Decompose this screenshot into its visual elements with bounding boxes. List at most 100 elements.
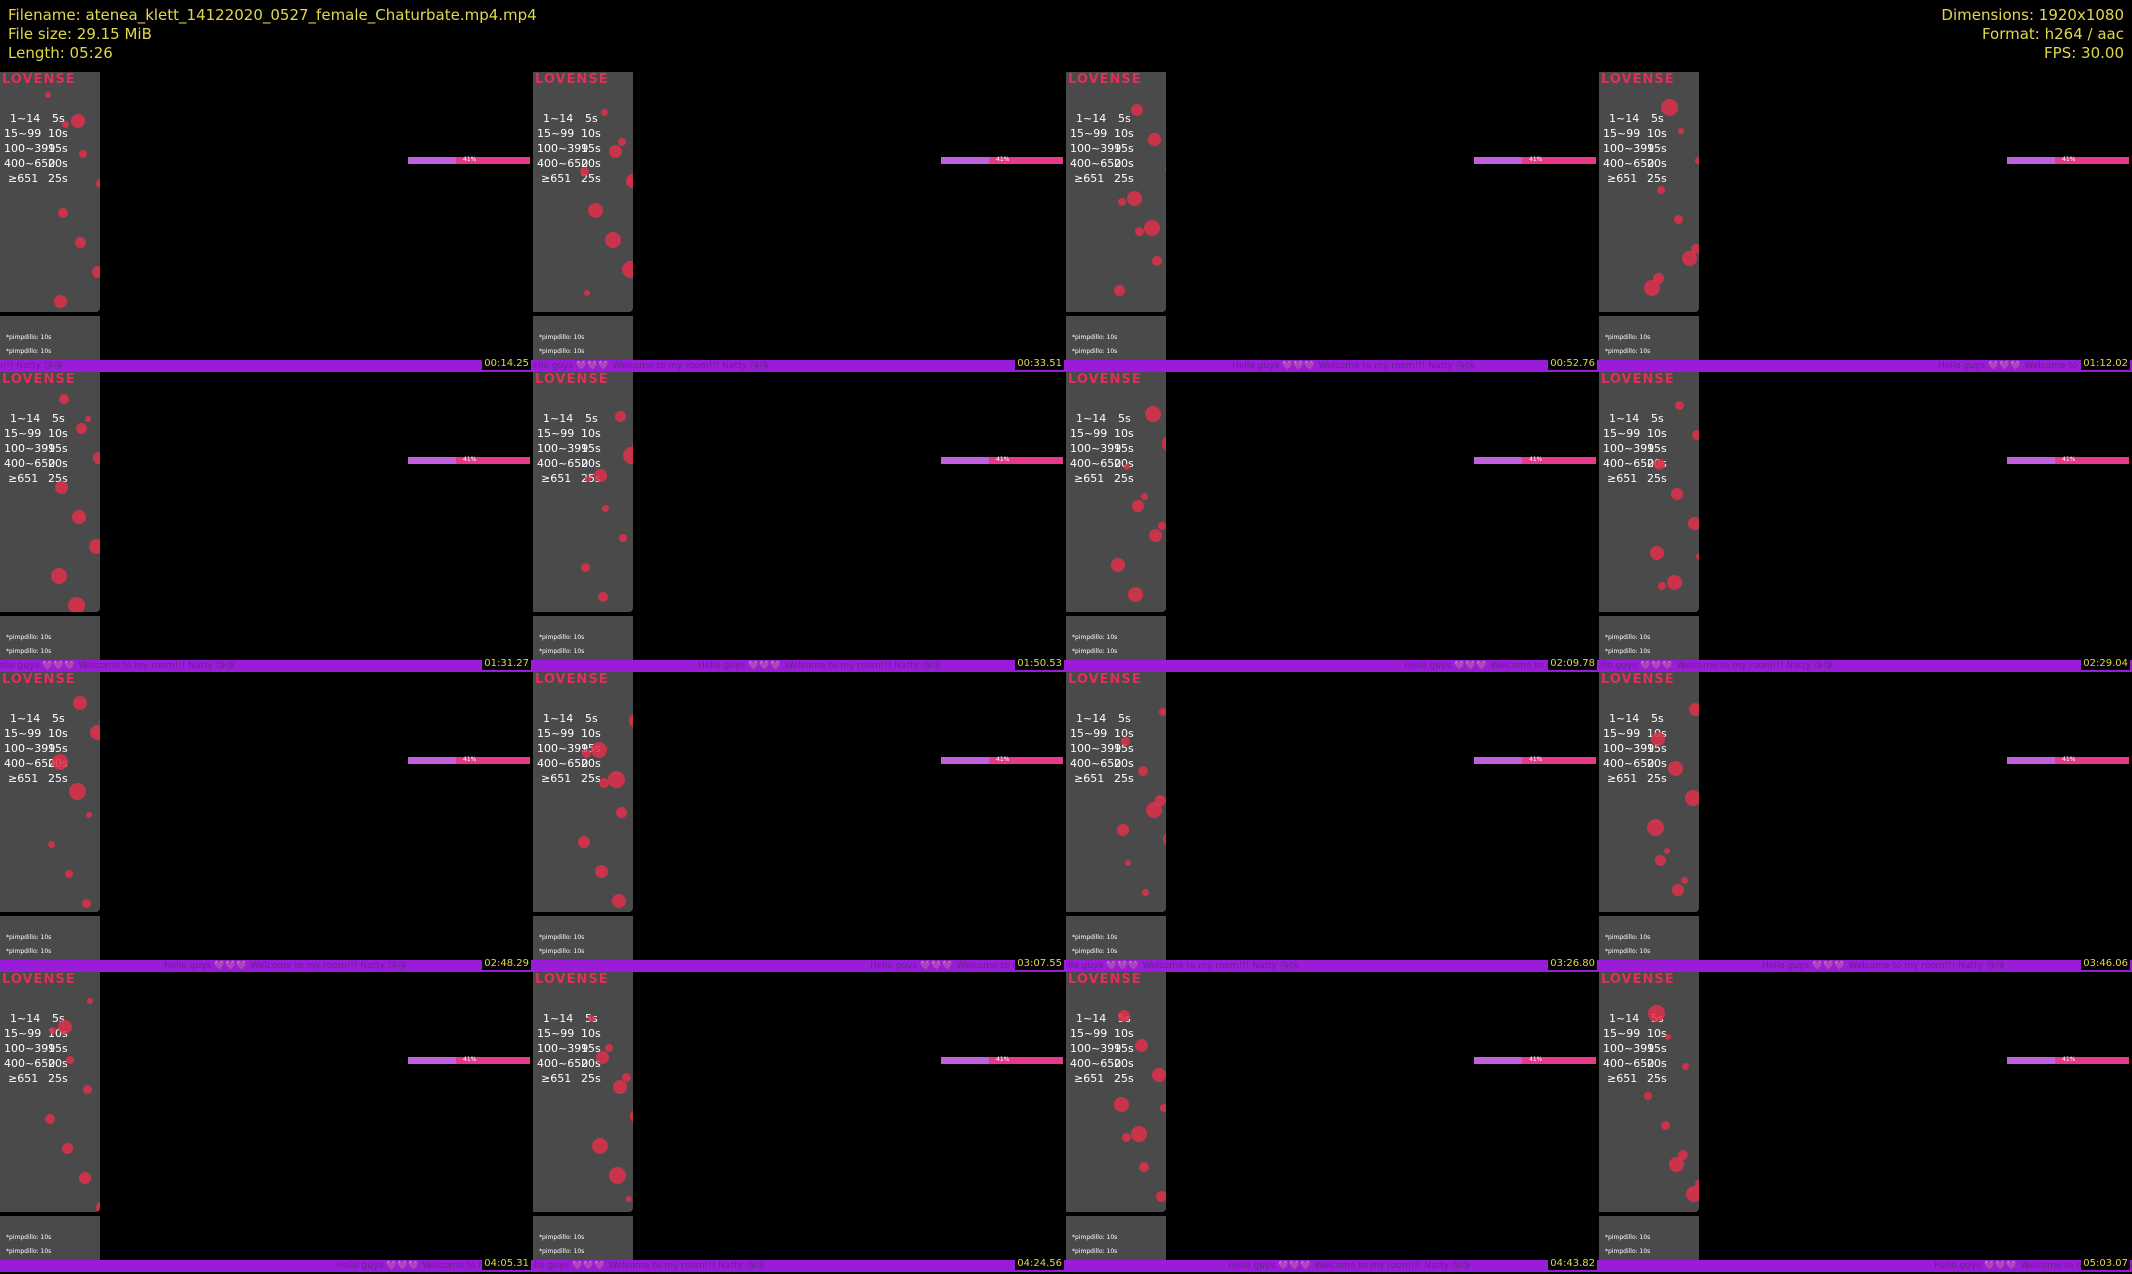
heart-decoration bbox=[1658, 582, 1666, 590]
level-range: ≥651 bbox=[1074, 772, 1105, 785]
heart-decoration bbox=[1149, 529, 1162, 542]
level-range: 1~14 bbox=[1609, 112, 1640, 125]
heart-decoration bbox=[1665, 1034, 1671, 1040]
level-range: 100~399 bbox=[1070, 442, 1122, 455]
chat-line: *pimpdillo: 10s bbox=[6, 1234, 52, 1241]
level-duration: 15s bbox=[581, 442, 601, 455]
chat-line: *pimpdillo: 10s bbox=[1605, 634, 1651, 641]
heart-decoration bbox=[1644, 280, 1660, 296]
level-range: 15~99 bbox=[1070, 1027, 1108, 1040]
level-duration: 10s bbox=[1647, 427, 1667, 440]
chat-panel: *pimpdillo: 10s *pimpdillo: 10s bbox=[0, 1216, 100, 1260]
heart-decoration bbox=[1681, 877, 1688, 884]
heart-decoration bbox=[632, 440, 633, 452]
chat-line: *pimpdillo: 10s bbox=[539, 948, 585, 955]
chat-ticker: Hello guys 💜💜💜 Welcome to my room!!! Nat… bbox=[1599, 660, 2132, 672]
ticker-text: Hello guys 💜💜💜 Welcome to my room!!! Nat… bbox=[1599, 661, 1833, 671]
level-duration: 15s bbox=[1114, 742, 1134, 755]
heart-decoration bbox=[1155, 795, 1166, 806]
chat-line: *pimpdillo: 10s bbox=[1072, 1234, 1118, 1241]
brand-logo: LOVENSE bbox=[1601, 972, 1675, 987]
level-range: 1~14 bbox=[10, 1012, 41, 1025]
heart-decoration bbox=[1125, 860, 1131, 866]
ticker-text: Hello guys 💜💜💜 Welcome to my room!!! Nat… bbox=[1228, 1261, 1471, 1271]
progress-label: 41% bbox=[1529, 1056, 1543, 1063]
progress-label: 41% bbox=[2062, 456, 2076, 463]
heart-decoration bbox=[1118, 1010, 1130, 1022]
progress-bar: 41% bbox=[2007, 156, 2129, 164]
level-range: 1~14 bbox=[1609, 712, 1640, 725]
heart-decoration bbox=[578, 836, 590, 848]
timestamp: 04:05.31 bbox=[482, 1258, 531, 1270]
progress-bar: 41% bbox=[408, 1056, 530, 1064]
level-duration: 15s bbox=[48, 742, 68, 755]
heart-decoration bbox=[602, 505, 609, 512]
heart-decoration bbox=[75, 237, 86, 248]
level-duration: 25s bbox=[581, 1072, 601, 1085]
level-duration: 25s bbox=[1647, 1072, 1667, 1085]
progress-bar: 41% bbox=[941, 456, 1063, 464]
level-range: ≥651 bbox=[541, 1072, 572, 1085]
heart-decoration bbox=[1678, 128, 1684, 134]
chat-line: *pimpdillo: 10s bbox=[539, 1248, 585, 1255]
level-range: ≥651 bbox=[1607, 172, 1638, 185]
heart-decoration bbox=[1160, 1104, 1166, 1112]
timestamp: 00:33.51 bbox=[1015, 358, 1064, 370]
heart-decoration bbox=[1114, 1097, 1129, 1112]
ticker-text: Hello guys 💜💜💜 Welcome to my room!!! Nat… bbox=[533, 361, 769, 371]
level-range: 1~14 bbox=[1076, 712, 1107, 725]
level-range: ≥651 bbox=[1074, 172, 1105, 185]
overlay-panel: LOVENSE1~145s15~9910s100~39915s400~65020… bbox=[1599, 972, 1699, 1212]
level-duration: 10s bbox=[1114, 1027, 1134, 1040]
level-duration: 25s bbox=[48, 172, 68, 185]
progress-label: 41% bbox=[996, 1056, 1010, 1063]
length: Length: 05:26 bbox=[8, 44, 113, 62]
heart-decoration bbox=[613, 1080, 627, 1094]
progress-label: 41% bbox=[1529, 156, 1543, 163]
level-duration: 10s bbox=[1647, 127, 1667, 140]
level-range: 400~650 bbox=[537, 1057, 589, 1070]
progress-fill bbox=[941, 757, 989, 764]
progress-label: 41% bbox=[2062, 156, 2076, 163]
level-range: 100~399 bbox=[537, 742, 589, 755]
heart-decoration bbox=[599, 778, 609, 788]
heart-decoration bbox=[609, 145, 622, 158]
level-range: 400~650 bbox=[1603, 457, 1655, 470]
ticker-text: Hello guys 💜💜💜 Welcome to my room!!! Nat… bbox=[533, 1261, 765, 1271]
brand-logo: LOVENSE bbox=[1068, 372, 1142, 387]
heart-decoration bbox=[79, 1172, 91, 1184]
heart-decoration bbox=[594, 469, 607, 482]
level-range: 1~14 bbox=[1076, 1012, 1107, 1025]
level-duration: 25s bbox=[1114, 772, 1134, 785]
level-range: 15~99 bbox=[1603, 1027, 1641, 1040]
heart-decoration bbox=[66, 1056, 74, 1064]
heart-decoration bbox=[1654, 459, 1665, 470]
heart-decoration bbox=[608, 771, 625, 788]
brand-logo: LOVENSE bbox=[1601, 72, 1675, 87]
heart-decoration bbox=[585, 476, 591, 482]
level-duration: 25s bbox=[1647, 172, 1667, 185]
ticker-text: Hello guys 💜💜💜 Welcome to my room!!! Nat… bbox=[1404, 661, 1599, 671]
thumbnail: LOVENSE1~145s15~9910s100~39915s400~65020… bbox=[533, 672, 1066, 972]
ticker-text: Hello guys 💜💜💜 Welcome to my room!!! Nat… bbox=[870, 961, 1066, 971]
heart-decoration bbox=[622, 1073, 631, 1082]
chat-line: *pimpdillo: 10s bbox=[1072, 934, 1118, 941]
header-right: Dimensions: 1920x1080 Format: h264 / aac… bbox=[1941, 6, 2124, 63]
heart-decoration bbox=[626, 174, 633, 188]
heart-decoration bbox=[85, 416, 91, 422]
heart-decoration bbox=[623, 447, 633, 464]
chat-panel: *pimpdillo: 10s *pimpdillo: 10s bbox=[533, 916, 633, 960]
level-range: 15~99 bbox=[4, 127, 42, 140]
heart-decoration bbox=[1661, 1121, 1670, 1130]
progress-bar: 41% bbox=[941, 156, 1063, 164]
level-duration: 10s bbox=[581, 727, 601, 740]
level-duration: 10s bbox=[1114, 727, 1134, 740]
progress-label: 41% bbox=[1529, 456, 1543, 463]
chat-ticker: Hello guys 💜💜💜 Welcome to my room!!! Nat… bbox=[0, 360, 533, 372]
heart-decoration bbox=[92, 266, 100, 278]
progress-fill bbox=[1474, 757, 1522, 764]
level-range: 400~650 bbox=[4, 457, 56, 470]
